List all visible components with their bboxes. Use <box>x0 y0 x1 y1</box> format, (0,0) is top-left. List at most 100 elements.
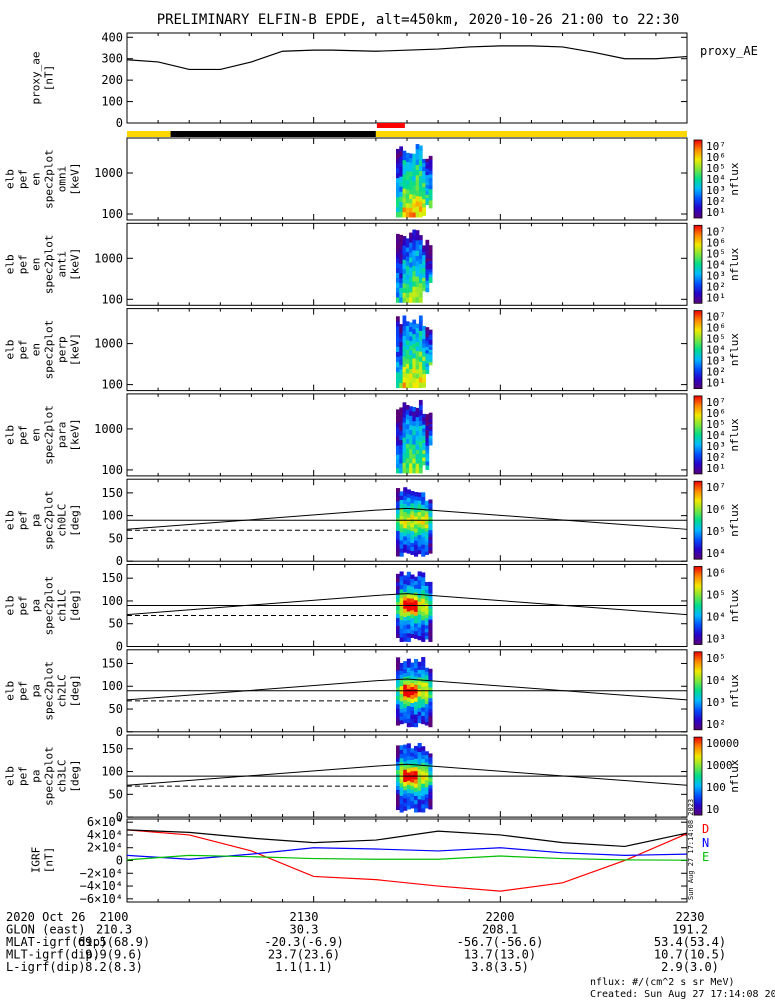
spectrogram-cell <box>409 287 413 293</box>
spectrogram-cell <box>422 258 426 263</box>
spectrogram-cell <box>399 463 404 469</box>
pitch-angle-cell <box>406 679 411 685</box>
pitch-angle-cell <box>421 581 426 586</box>
spectrogram-cell <box>415 261 420 267</box>
spectrogram-cell <box>409 272 413 278</box>
spectrogram-cell <box>412 180 417 186</box>
pitch-angle-cell <box>403 765 408 770</box>
colorbar-tick-label: 100 <box>706 781 726 794</box>
pitch-angle-cell <box>406 705 411 711</box>
y-axis-label: elb <box>4 340 17 360</box>
spectrogram-cell <box>415 369 420 375</box>
pitch-angle-cell <box>424 527 429 532</box>
pitch-angle-cell <box>421 715 426 721</box>
spectrogram-cell <box>412 260 417 267</box>
spectrogram-cell <box>422 435 426 440</box>
pitch-angle-cell <box>414 795 419 801</box>
pitch-angle-cell <box>399 602 404 607</box>
spectrogram-cell <box>405 279 410 285</box>
spectrogram-cell <box>412 189 417 195</box>
pitch-angle-cell <box>414 750 419 755</box>
pitch-angle-cell <box>424 696 429 701</box>
spectrogram-cell <box>399 156 404 162</box>
spectrogram-cell <box>412 297 417 303</box>
spectrogram-cell <box>409 341 413 347</box>
footer-value: 2100 <box>100 910 129 924</box>
pitch-angle-cell <box>396 805 401 811</box>
spectrogram-cell <box>399 373 404 380</box>
spectrogram-cell <box>402 315 407 322</box>
pitch-angle-cell <box>410 613 415 619</box>
spectrogram-cell <box>425 425 430 431</box>
pitch-angle-cell <box>414 622 419 628</box>
pitch-angle-cell <box>421 711 426 716</box>
spectrogram-cell <box>412 425 417 432</box>
pitch-angle-cell <box>421 619 426 625</box>
spectrogram-cell <box>415 271 420 278</box>
spectrogram-cell <box>425 353 430 358</box>
pitch-angle-cell <box>421 775 426 780</box>
spectrogram-cell <box>412 207 417 213</box>
spectrogram-cell <box>412 234 417 241</box>
spectrogram-cell <box>399 283 404 289</box>
pitch-angle-cell <box>421 520 426 525</box>
pitch-angle-cell <box>399 544 404 549</box>
pitch-angle-cell <box>421 807 426 813</box>
spectrogram-cell <box>418 315 423 322</box>
spectrogram-cell <box>402 320 407 327</box>
colorbar-tick-label: 10² <box>706 366 726 379</box>
colorbar-tick-label: 10⁷ <box>706 225 726 238</box>
pitch-angle-cell <box>403 793 408 799</box>
pitch-angle-cell <box>424 614 429 619</box>
pitch-angle-cell <box>406 776 411 781</box>
spectrogram-cell <box>399 273 404 279</box>
spectrogram-cell <box>428 433 433 437</box>
spectrogram-cell <box>425 194 430 199</box>
spectrogram-cell <box>422 277 426 282</box>
pitch-angle-cell <box>406 610 411 616</box>
pitch-angle-cell <box>406 747 411 753</box>
spectrogram-cell <box>396 287 400 294</box>
pitch-angle-cell <box>399 571 404 577</box>
footer-value: 1.1(1.1) <box>275 960 333 974</box>
spectrogram-cell <box>415 291 420 298</box>
spectrogram-cell <box>428 352 433 356</box>
spectrogram-cell <box>428 269 433 273</box>
spectrogram-cell <box>399 191 404 198</box>
pitch-angle-cell <box>417 781 422 787</box>
spectrogram-cell <box>422 432 426 437</box>
pitch-angle-cell <box>406 662 411 668</box>
spectrogram-cell <box>422 325 426 331</box>
pitch-angle-cell <box>417 605 422 611</box>
pitch-angle-cell <box>410 526 415 532</box>
spectrogram-cell <box>412 250 417 257</box>
pitch-angle-cell <box>396 789 401 795</box>
y-tick-label: 100 <box>101 378 123 392</box>
spectrogram-cell <box>396 357 400 363</box>
pitch-angle-cell <box>406 533 411 538</box>
pitch-angle-cell <box>406 545 411 550</box>
spectrogram-cell <box>405 409 410 416</box>
pitch-angle-cell <box>414 504 419 509</box>
spectrogram-cell <box>412 319 417 325</box>
spectrogram-cell <box>405 297 410 303</box>
pitch-angle-cell <box>428 633 433 639</box>
spectrogram-cell <box>415 175 420 182</box>
pitch-angle-cell <box>410 594 415 599</box>
colorbar-tick-label: 10⁴ <box>706 344 726 357</box>
pitch-angle-cell <box>403 664 408 670</box>
spectrogram-cell <box>402 442 407 449</box>
spectrogram-cell <box>428 155 433 161</box>
pitch-angle-cell <box>403 579 408 585</box>
pitch-angle-cell <box>403 523 408 529</box>
pitch-angle-cell <box>421 787 426 792</box>
spectrogram-cell <box>399 263 404 270</box>
pitch-angle-cell <box>424 551 429 555</box>
spectrogram-cell <box>402 462 407 469</box>
spectrogram-cell <box>425 273 430 278</box>
spectrogram-cell <box>402 288 407 294</box>
y-axis-label: perp <box>56 336 69 363</box>
spectrogram-cell <box>428 185 433 190</box>
pitch-angle-cell <box>403 535 408 541</box>
